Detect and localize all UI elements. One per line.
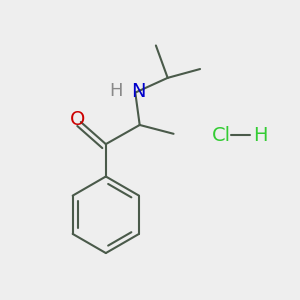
Text: O: O: [70, 110, 85, 129]
Text: H: H: [253, 126, 268, 145]
Text: Cl: Cl: [212, 126, 231, 145]
Text: N: N: [132, 82, 146, 100]
Text: H: H: [110, 82, 123, 100]
